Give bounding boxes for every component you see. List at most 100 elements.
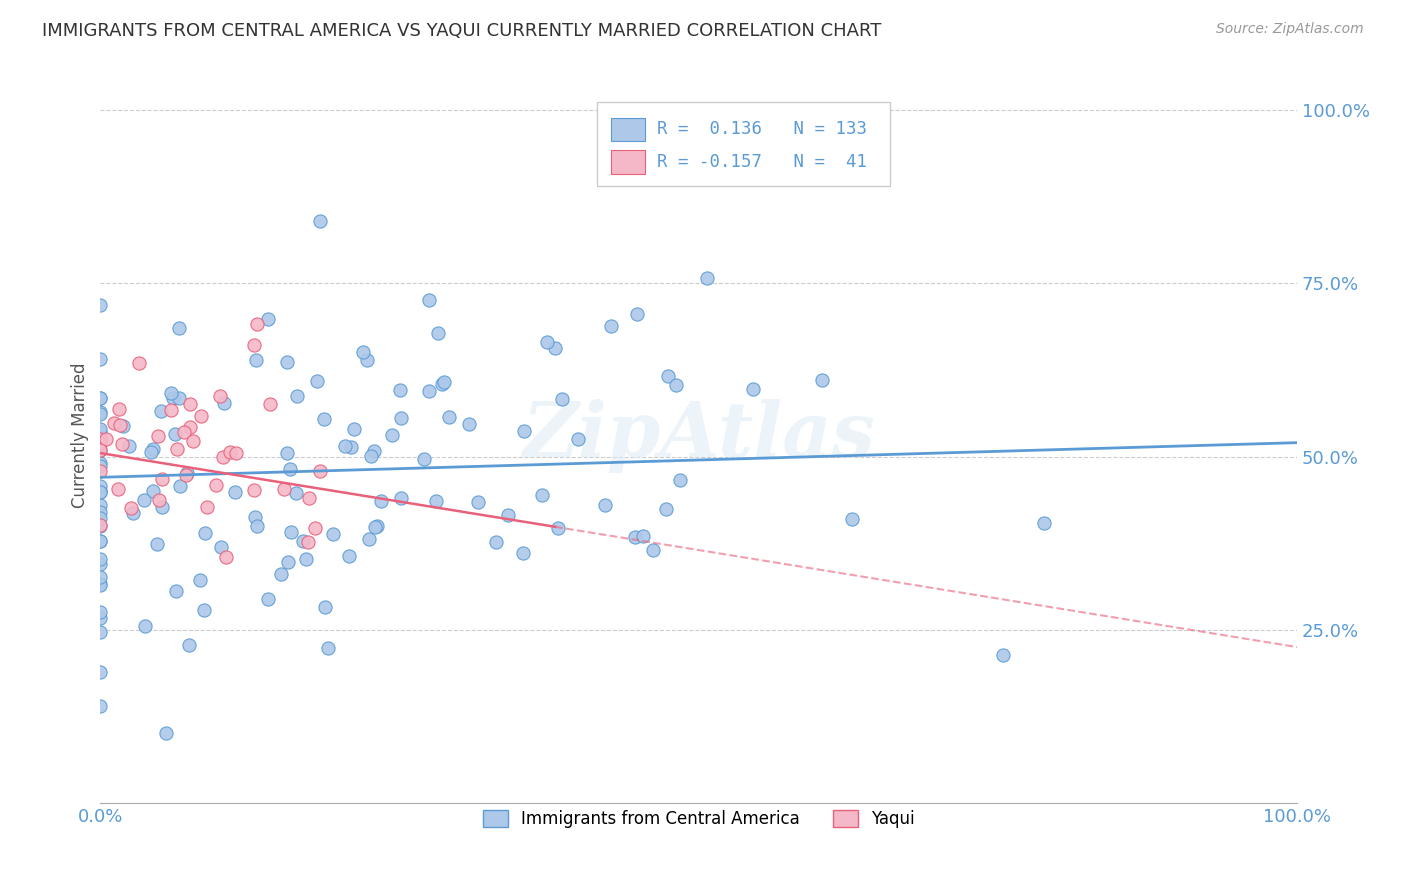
Text: IMMIGRANTS FROM CENTRAL AMERICA VS YAQUI CURRENTLY MARRIED CORRELATION CHART: IMMIGRANTS FROM CENTRAL AMERICA VS YAQUI… bbox=[42, 22, 882, 40]
Point bbox=[513, 424, 536, 438]
Point bbox=[991, 648, 1014, 662]
Point bbox=[418, 384, 440, 399]
Point bbox=[657, 369, 679, 384]
Point bbox=[89, 519, 111, 533]
Point bbox=[89, 605, 111, 619]
Point bbox=[364, 519, 387, 533]
Point bbox=[195, 500, 218, 515]
Point bbox=[276, 355, 298, 369]
Point bbox=[352, 345, 374, 359]
Point bbox=[389, 411, 412, 425]
Point bbox=[360, 449, 382, 463]
Point bbox=[89, 533, 111, 548]
Point bbox=[285, 389, 308, 403]
Point bbox=[89, 558, 111, 572]
Point bbox=[204, 478, 226, 492]
Point bbox=[108, 418, 131, 433]
Point bbox=[273, 482, 295, 496]
Point bbox=[89, 570, 111, 584]
Point bbox=[134, 618, 156, 632]
Point bbox=[270, 566, 292, 581]
Point bbox=[810, 373, 832, 387]
Point bbox=[430, 377, 453, 392]
Point bbox=[94, 433, 117, 447]
Point bbox=[139, 444, 162, 458]
Point bbox=[89, 392, 111, 406]
Point bbox=[89, 405, 111, 419]
Point bbox=[381, 427, 404, 442]
Point bbox=[111, 437, 134, 451]
Point bbox=[134, 493, 156, 508]
Point bbox=[89, 510, 111, 524]
Point bbox=[176, 467, 198, 481]
Point bbox=[276, 446, 298, 460]
Point bbox=[173, 425, 195, 440]
Point bbox=[308, 214, 330, 228]
Point bbox=[122, 506, 145, 520]
Point bbox=[551, 392, 574, 406]
Point bbox=[485, 535, 508, 549]
Point bbox=[150, 472, 173, 486]
Point bbox=[277, 555, 299, 569]
Point bbox=[89, 505, 111, 519]
Point bbox=[742, 383, 765, 397]
Point bbox=[458, 417, 481, 432]
Point bbox=[89, 518, 111, 533]
Point bbox=[243, 510, 266, 524]
Point bbox=[316, 641, 339, 656]
Point bbox=[89, 665, 111, 679]
Point bbox=[89, 436, 111, 450]
FancyBboxPatch shape bbox=[612, 150, 645, 174]
Point bbox=[89, 442, 111, 457]
Point bbox=[567, 432, 589, 446]
Point bbox=[160, 386, 183, 401]
Point bbox=[626, 308, 648, 322]
Point bbox=[246, 318, 269, 332]
Point bbox=[224, 484, 246, 499]
Point bbox=[1032, 516, 1054, 530]
Point bbox=[654, 502, 676, 516]
Point bbox=[418, 293, 440, 307]
Point bbox=[179, 420, 201, 434]
Point bbox=[544, 341, 567, 355]
Point bbox=[188, 573, 211, 587]
Point bbox=[89, 391, 111, 405]
Point bbox=[209, 540, 232, 554]
Point bbox=[89, 624, 111, 639]
Point bbox=[89, 479, 111, 493]
Point bbox=[467, 495, 489, 509]
Point bbox=[243, 483, 266, 497]
Point bbox=[89, 483, 111, 498]
Point bbox=[128, 356, 150, 370]
Point bbox=[174, 467, 197, 482]
Point bbox=[259, 397, 281, 411]
Point bbox=[337, 549, 360, 563]
Point bbox=[388, 384, 411, 398]
Point bbox=[243, 338, 266, 352]
Point bbox=[536, 334, 558, 349]
Point bbox=[167, 391, 190, 405]
Point bbox=[225, 446, 247, 460]
Point bbox=[89, 610, 111, 624]
Point bbox=[292, 534, 315, 549]
Point bbox=[179, 397, 201, 411]
Text: R = -0.157   N =  41: R = -0.157 N = 41 bbox=[657, 153, 868, 170]
Point bbox=[366, 518, 388, 533]
Point bbox=[433, 375, 456, 389]
Point bbox=[631, 528, 654, 542]
Point bbox=[89, 552, 111, 566]
Point bbox=[89, 577, 111, 591]
Point bbox=[181, 434, 204, 449]
Point bbox=[209, 389, 232, 403]
Text: ZipAtlas: ZipAtlas bbox=[522, 399, 875, 473]
Point bbox=[284, 486, 307, 500]
Point bbox=[595, 499, 617, 513]
Point bbox=[89, 457, 111, 471]
Y-axis label: Currently Married: Currently Married bbox=[72, 363, 89, 508]
Point bbox=[165, 583, 187, 598]
Text: R =  0.136   N = 133: R = 0.136 N = 133 bbox=[657, 120, 868, 138]
Point bbox=[89, 443, 111, 458]
Point bbox=[89, 576, 111, 591]
Point bbox=[295, 551, 318, 566]
Point bbox=[89, 431, 111, 445]
